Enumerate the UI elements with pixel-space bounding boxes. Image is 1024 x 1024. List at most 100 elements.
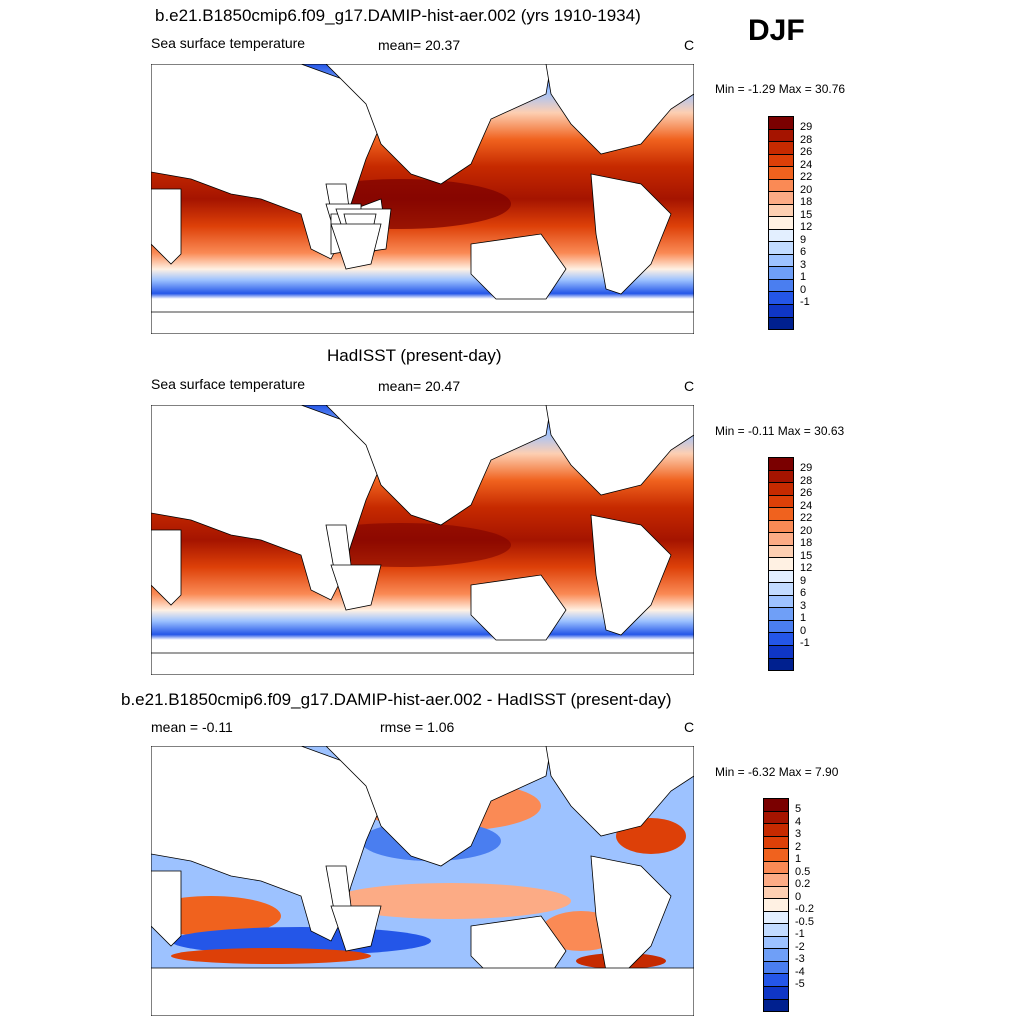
panel-2-minmax-label: Min = -0.11 Max = 30.63 [715,424,845,438]
colorbar-tick-label: 22 [800,512,813,525]
panel-2-colorbar [768,457,794,671]
panel-2-variable-label: Sea surface temperature [151,376,306,392]
colorbar-swatch [769,533,793,546]
colorbar-tick-label: 4 [795,815,802,828]
panel-3-map [151,746,694,1016]
panel-2-continents [151,405,694,675]
panel-2-antarctica [151,652,694,675]
panel-1-colorbar [768,116,794,330]
season-label: DJF [748,14,805,47]
panel-1-units-label: C [684,37,695,53]
panel-3-south-america [590,855,672,977]
colorbar-tick-label: -5 [795,978,805,991]
panel-3-colorbar [763,798,789,1012]
colorbar-tick-label: 29 [800,462,813,475]
colorbar-tick-label: 0 [795,890,802,903]
colorbar-swatch [769,458,793,471]
panel-1-minmax-label: Min = -1.29 Max = 30.76 [715,82,846,96]
colorbar-swatch [769,495,793,509]
colorbar-tick-label: 18 [800,196,813,209]
colorbar-tick-label: 26 [800,487,813,500]
colorbar-swatch [764,949,788,962]
colorbar-tick-label: 6 [800,246,807,259]
panel-1-africa-tip [330,223,382,270]
panel-3-rmse-label: rmse = 1.06 [380,719,455,735]
colorbar-swatch [769,192,793,205]
colorbar-tick-label: 1 [800,612,807,625]
colorbar-tick-label: 9 [800,574,807,587]
colorbar-swatch [764,861,788,875]
colorbar-swatch [769,179,793,193]
colorbar-swatch [764,924,788,937]
colorbar-swatch [764,799,788,812]
colorbar-tick-label: 0 [800,624,807,637]
panel-1-colorbar-labels: 29 28 26 24 22 20 18 15 12 9 6 3 1 0 -1 [800,116,840,328]
colorbar-tick-label: -0.5 [795,915,814,928]
colorbar-tick-label: 0.2 [795,878,811,891]
panel-1-australia [470,233,567,300]
colorbar-tick-label: -1 [795,928,805,941]
colorbar-tick-label: 6 [800,587,807,600]
colorbar-swatch [764,961,788,975]
panel-2-title: HadISST (present-day) [327,346,502,365]
panel-3-units-label: C [684,719,695,735]
colorbar-swatch [769,267,793,280]
panel-1-variable-label: Sea surface temperature [151,35,306,51]
panel-3-antarctica [151,967,694,1016]
colorbar-tick-label: -1 [800,296,810,309]
colorbar-swatch [769,570,793,584]
colorbar-tick-label: 9 [800,233,807,246]
panel-3-africa-west [151,870,182,947]
panel-3-africa-tip [330,905,382,952]
colorbar-swatch [769,242,793,255]
colorbar-tick-label: -4 [795,965,805,978]
panel-3-mean-label: mean = -0.11 [151,719,233,735]
colorbar-tick-label: 28 [800,474,813,487]
colorbar-swatch [764,999,788,1012]
panel-2-map [151,405,694,675]
colorbar-swatch [769,292,793,305]
colorbar-tick-label: -3 [795,953,805,966]
colorbar-swatch [769,129,793,143]
colorbar-swatch [769,508,793,521]
panel-1-continents [151,64,694,334]
colorbar-swatch [769,658,793,671]
colorbar-tick-label: 15 [800,549,813,562]
colorbar-swatch [764,849,788,862]
colorbar-tick-label: 22 [800,171,813,184]
colorbar-tick-label: 12 [800,562,813,575]
colorbar-swatch [769,229,793,243]
panel-1-north-america [545,64,694,155]
colorbar-swatch [769,608,793,621]
colorbar-swatch [769,254,793,268]
colorbar-tick-label: 20 [800,524,813,537]
colorbar-tick-label: 0 [800,283,807,296]
colorbar-swatch [764,899,788,912]
panel-2-africa-tip [330,564,382,611]
colorbar-swatch [769,167,793,180]
colorbar-swatch [769,470,793,484]
colorbar-tick-label: 2 [795,840,802,853]
colorbar-tick-label: -1 [800,637,810,650]
colorbar-swatch [764,936,788,950]
colorbar-swatch [769,583,793,596]
colorbar-tick-label: 3 [800,258,807,271]
colorbar-swatch [764,824,788,837]
colorbar-tick-label: 3 [795,828,802,841]
colorbar-tick-label: 1 [795,853,802,866]
colorbar-swatch [769,645,793,659]
colorbar-swatch [764,836,788,850]
colorbar-tick-label: -2 [795,940,805,953]
colorbar-swatch [769,217,793,230]
colorbar-tick-label: 12 [800,221,813,234]
colorbar-tick-label: 1 [800,271,807,284]
colorbar-swatch [769,483,793,496]
panel-1-africa-west [151,188,182,265]
colorbar-tick-label: 0.5 [795,865,811,878]
colorbar-tick-label: -0.2 [795,903,814,916]
panel-1-title: b.e21.B1850cmip6.f09_g17.DAMIP-hist-aer.… [155,6,641,25]
colorbar-swatch [769,633,793,646]
colorbar-tick-label: 3 [800,599,807,612]
colorbar-swatch [769,545,793,559]
colorbar-tick-label: 24 [800,499,813,512]
